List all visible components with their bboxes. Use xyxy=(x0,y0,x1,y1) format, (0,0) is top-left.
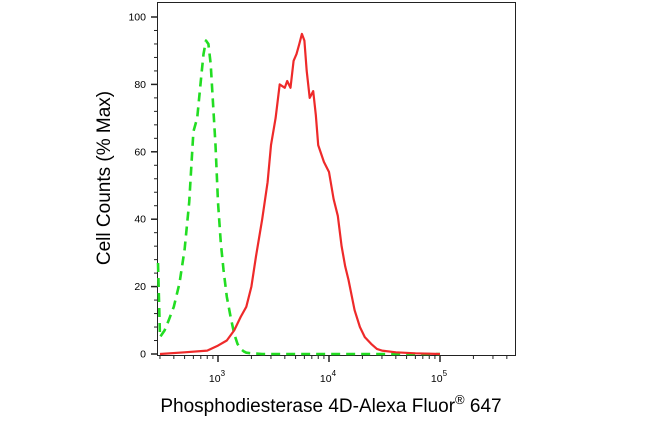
x-tick-exponent: 3 xyxy=(221,369,226,378)
y-axis-label: Cell Counts (% Max) xyxy=(94,91,115,265)
x-axis-label-superscript: ® xyxy=(455,392,465,407)
x-tick-label: 105 xyxy=(431,369,448,385)
x-axis-label: Phosphodiesterase 4D-Alexa Fluor® 647 xyxy=(160,392,501,417)
x-tick-exponent: 5 xyxy=(443,369,448,378)
series-layer xyxy=(156,32,441,356)
x-tick-base: 10 xyxy=(431,373,443,385)
y-tick-label: 100 xyxy=(128,12,146,24)
x-axis-label-main: Phosphodiesterase 4D-Alexa Fluor xyxy=(160,396,455,417)
y-tick-label: 80 xyxy=(134,79,146,91)
x-tick-base: 10 xyxy=(209,373,221,385)
x-tick-label: 104 xyxy=(320,369,337,385)
y-tick-label: 60 xyxy=(134,146,146,158)
x-axis-label-suffix: 647 xyxy=(465,396,502,417)
y-tick-label: 0 xyxy=(140,349,146,361)
plot-frame xyxy=(157,2,516,356)
y-axis-ticks: 0 20 40 60 80 100 xyxy=(128,12,158,361)
x-axis-ticks: 103 104 105 xyxy=(159,355,508,385)
y-tick-label: 20 xyxy=(134,281,146,293)
x-tick-base: 10 xyxy=(320,373,332,385)
x-tick-exponent: 4 xyxy=(332,369,337,378)
y-tick-label: 40 xyxy=(134,214,146,226)
sample-histogram-curve xyxy=(159,32,441,356)
x-tick-label: 103 xyxy=(209,369,226,385)
isotype-control-curve xyxy=(156,39,440,356)
